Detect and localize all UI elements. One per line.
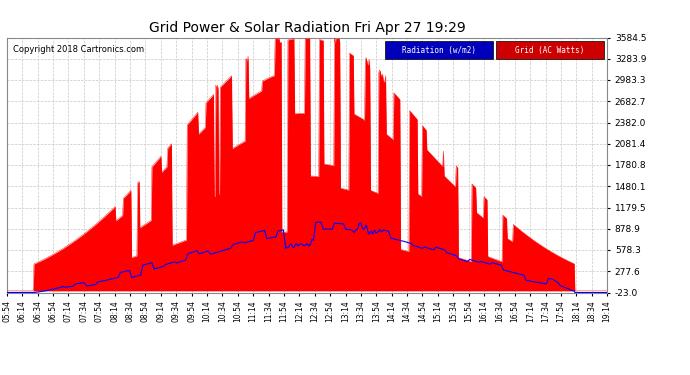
Title: Grid Power & Solar Radiation Fri Apr 27 19:29: Grid Power & Solar Radiation Fri Apr 27 … <box>148 21 466 35</box>
FancyBboxPatch shape <box>496 41 604 59</box>
FancyBboxPatch shape <box>385 41 493 59</box>
Text: Radiation (w/m2): Radiation (w/m2) <box>402 46 476 55</box>
Text: Copyright 2018 Cartronics.com: Copyright 2018 Cartronics.com <box>13 45 144 54</box>
Text: Grid (AC Watts): Grid (AC Watts) <box>515 46 585 55</box>
